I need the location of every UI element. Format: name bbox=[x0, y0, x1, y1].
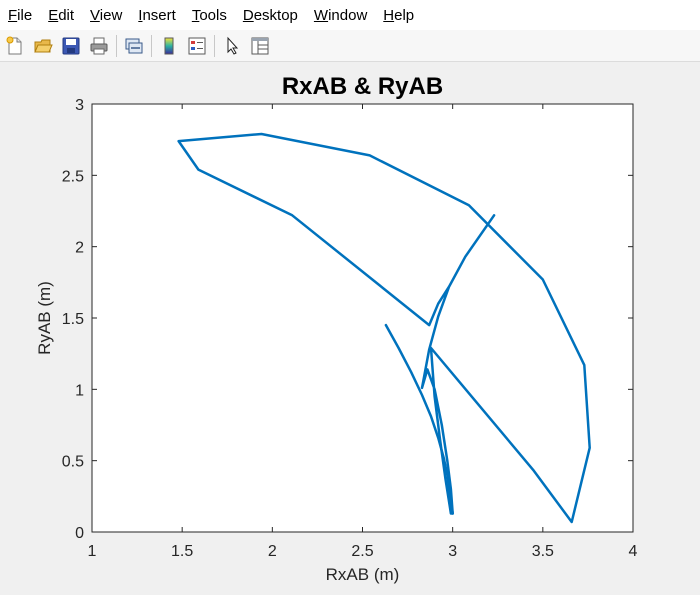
toolbar-separator bbox=[116, 34, 117, 57]
y-tick-label: 3 bbox=[75, 97, 84, 114]
new-figure-icon[interactable] bbox=[3, 34, 27, 58]
axes-box bbox=[91, 103, 634, 533]
toolbar-separator bbox=[214, 34, 215, 57]
x-tick-label: 3.5 bbox=[532, 543, 554, 560]
menu-view[interactable]: View bbox=[90, 6, 123, 24]
menu-desktop[interactable]: Desktop bbox=[242, 6, 298, 24]
x-tick-label: 1 bbox=[88, 543, 97, 560]
save-icon[interactable] bbox=[59, 34, 83, 58]
figure-area: 1 1.5 2 2.5 3 3.5 4 0 0.5 1 1.5 2 2.5 3 RxAB & RyAB RxA… bbox=[0, 62, 700, 590]
chart-title: RxAB & RyAB bbox=[282, 73, 443, 100]
menu-insert[interactable]: Insert bbox=[138, 6, 176, 24]
menu-tools[interactable]: Tools bbox=[191, 6, 227, 24]
link-plot-icon[interactable] bbox=[122, 34, 146, 58]
y-tick-label: 2.5 bbox=[62, 168, 84, 185]
x-tick-label: 3 bbox=[448, 543, 457, 560]
menu-bar: File Edit View Insert Tools Desktop Window Help bbox=[0, 0, 700, 30]
chart[interactable]: 1 1.5 2 2.5 3 3.5 4 0 0.5 1 1.5 2 2.5 3 RxAB & RyAB RxA… bbox=[0, 62, 700, 590]
series-line-2 bbox=[384, 323, 454, 515]
legend-icon[interactable] bbox=[185, 34, 209, 58]
toolbar-separator bbox=[151, 34, 152, 57]
colorbar-icon[interactable] bbox=[157, 34, 181, 58]
series-line-1 bbox=[177, 132, 591, 524]
y-tick-label: 1 bbox=[75, 382, 84, 399]
x-tick-label: 4 bbox=[629, 543, 638, 560]
axes-background bbox=[92, 104, 633, 532]
x-tick-label: 1.5 bbox=[171, 543, 193, 560]
menu-file[interactable]: File bbox=[8, 6, 33, 24]
pointer-icon[interactable] bbox=[220, 34, 244, 58]
x-axis-label: RxAB (m) bbox=[326, 565, 400, 584]
print-icon[interactable] bbox=[87, 34, 111, 58]
menu-window[interactable]: Window bbox=[313, 6, 368, 24]
y-axis-label: RyAB (m) bbox=[35, 281, 54, 355]
x-tick-label: 2.5 bbox=[351, 543, 373, 560]
toolbar bbox=[0, 30, 700, 62]
y-tick-label: 2 bbox=[75, 240, 84, 257]
menu-edit[interactable]: Edit bbox=[48, 6, 75, 24]
open-file-icon[interactable] bbox=[31, 34, 55, 58]
x-tick-label: 2 bbox=[268, 543, 277, 560]
y-tick-label: 0.5 bbox=[62, 454, 84, 471]
property-inspector-icon[interactable] bbox=[248, 34, 272, 58]
menu-help[interactable]: Help bbox=[383, 6, 415, 24]
y-tick-label: 0 bbox=[75, 525, 84, 542]
y-tick-label: 1.5 bbox=[62, 311, 84, 328]
